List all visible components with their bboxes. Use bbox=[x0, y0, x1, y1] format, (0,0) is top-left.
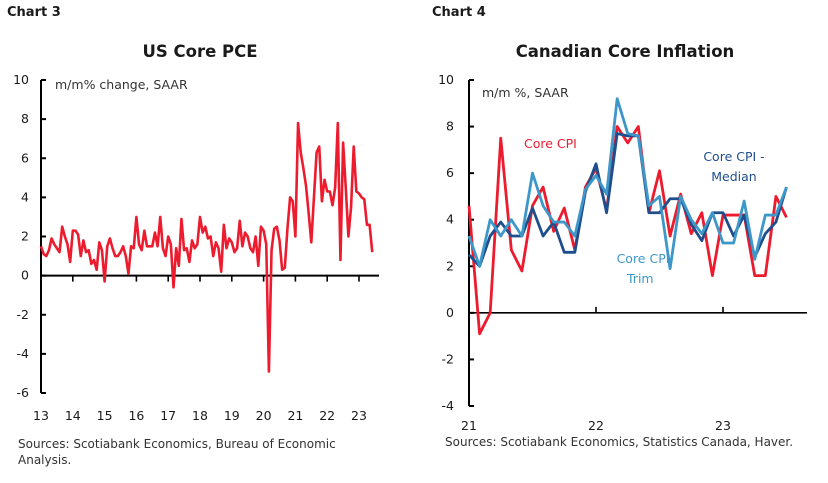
y-tick-label: 8 bbox=[446, 119, 454, 134]
x-tick-label: 22 bbox=[319, 408, 335, 423]
x-tick-label: 17 bbox=[160, 408, 176, 423]
x-tick-label: 18 bbox=[192, 408, 208, 423]
y-tick-label: 2 bbox=[21, 229, 29, 244]
chart-3-plot: -6 -4 -2 0 2 4 6 8 10 13 14 15 16 17 18 19 20 21 22 23 bbox=[13, 72, 379, 423]
y-tick-label: -2 bbox=[442, 351, 454, 366]
y-tick-label: 2 bbox=[446, 258, 454, 273]
chart-3-unit-label: m/m% change, SAAR bbox=[55, 77, 188, 92]
chart-4-source: Sources: Scotiabank Economics, Statistic… bbox=[445, 435, 794, 449]
x-tick-label: 23 bbox=[715, 418, 731, 433]
y-tick-label: -4 bbox=[442, 398, 455, 413]
y-tick-label: -6 bbox=[17, 385, 30, 400]
chart-4-unit-label: m/m %, SAAR bbox=[482, 85, 569, 100]
x-tick-label: 23 bbox=[351, 408, 367, 423]
y-tick-label: 4 bbox=[21, 189, 29, 204]
annotation-core-cpi-trim: Trim bbox=[626, 271, 654, 286]
y-tick-label: 8 bbox=[21, 111, 29, 126]
y-tick-label: 0 bbox=[446, 305, 454, 320]
annotation-core-cpi-trim: Core CPI bbox=[617, 251, 670, 266]
y-tick-label: 10 bbox=[438, 72, 454, 87]
x-tick-label: 15 bbox=[97, 408, 113, 423]
annotation-core-cpi: Core CPI bbox=[524, 136, 577, 151]
x-tick-label: 13 bbox=[33, 408, 49, 423]
x-tick-label: 21 bbox=[287, 408, 303, 423]
chart-3-source: Sources: Scotiabank Economics, Bureau of… bbox=[18, 437, 336, 467]
y-tick-label: 10 bbox=[13, 72, 29, 87]
series-line-us-core-pce bbox=[39, 121, 374, 373]
chart-4-label: Chart 4 bbox=[432, 5, 486, 20]
annotation-core-cpi-median: Core CPI - bbox=[703, 149, 764, 164]
y-tick-label: 0 bbox=[21, 268, 29, 283]
x-tick-label: 20 bbox=[256, 408, 272, 423]
x-tick-label: 21 bbox=[461, 418, 477, 433]
x-tick-label: 19 bbox=[224, 408, 240, 423]
chart-3-title: US Core PCE bbox=[142, 42, 258, 61]
y-tick-label: 6 bbox=[21, 150, 29, 165]
x-tick-label: 16 bbox=[128, 408, 144, 423]
y-tick-label: -4 bbox=[17, 346, 30, 361]
y-tick-label: -2 bbox=[17, 307, 29, 322]
y-tick-label: 4 bbox=[446, 212, 454, 227]
series-line-core-cpi-trim bbox=[467, 97, 788, 271]
x-tick-label: 14 bbox=[65, 408, 81, 423]
x-tick-label: 22 bbox=[588, 418, 604, 433]
series-line-core-cpi bbox=[467, 125, 788, 336]
chart-3-label: Chart 3 bbox=[7, 5, 61, 20]
annotation-core-cpi-median: Median bbox=[711, 169, 756, 184]
y-tick-label: 6 bbox=[446, 165, 454, 180]
chart-4-title: Canadian Core Inflation bbox=[515, 42, 735, 61]
